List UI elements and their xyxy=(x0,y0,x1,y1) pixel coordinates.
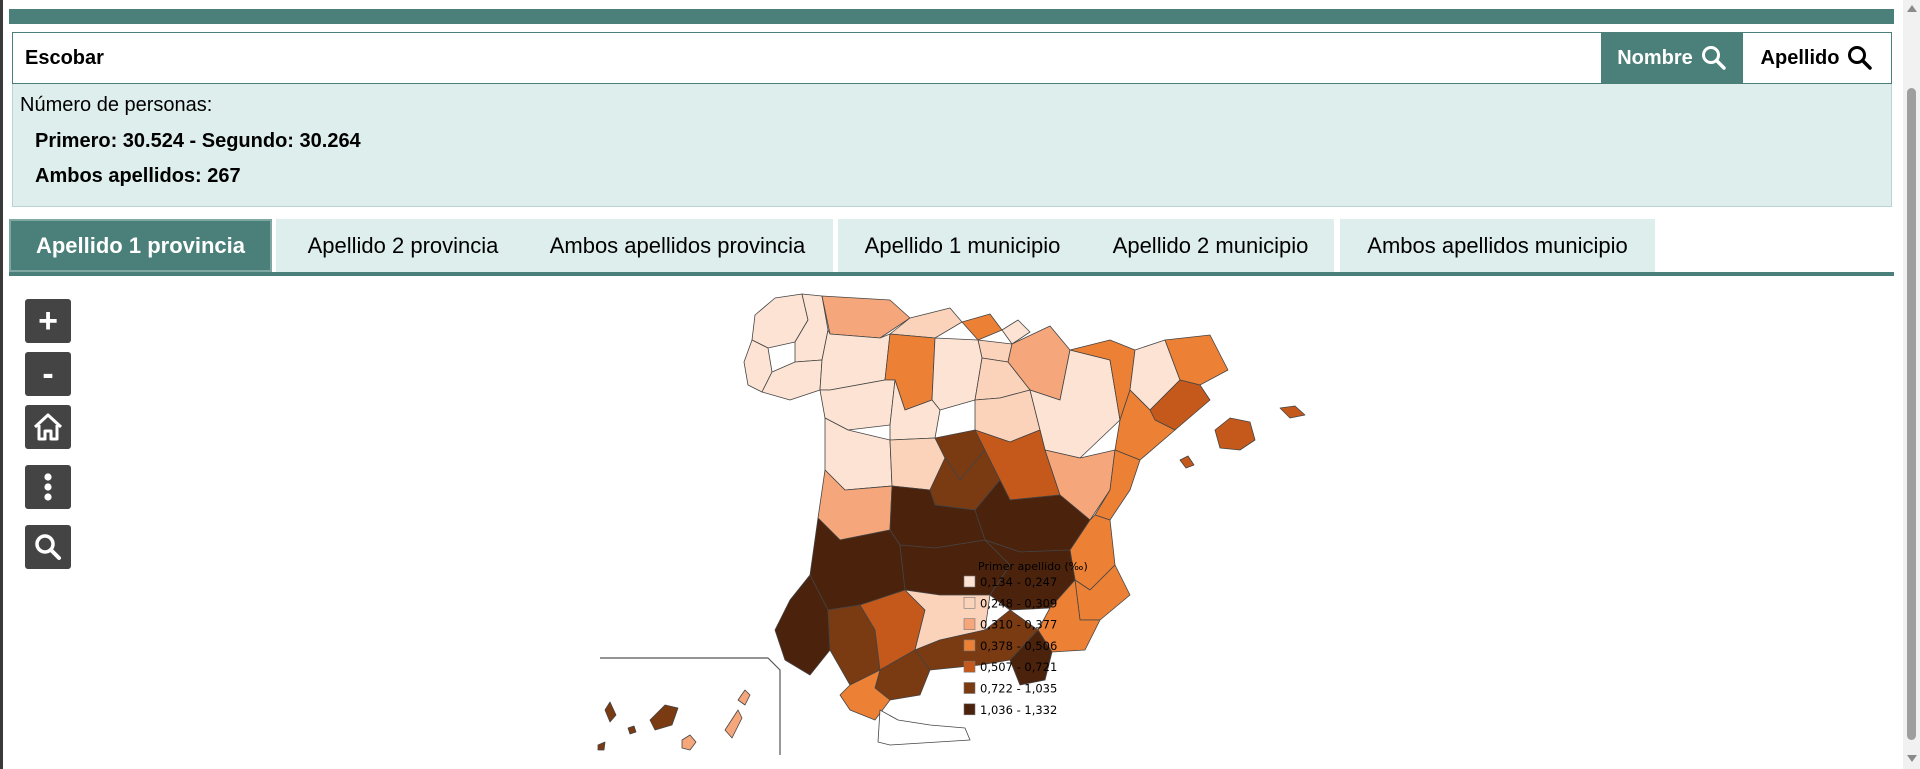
minus-icon: - xyxy=(42,355,54,393)
island-ibiza xyxy=(1179,455,1195,469)
island-mallorca xyxy=(1214,417,1256,451)
province-girona xyxy=(1164,334,1229,386)
island-la-gomera xyxy=(627,725,637,735)
plus-icon: + xyxy=(38,302,58,340)
tab-apellido2-provincia[interactable]: Apellido 2 provincia xyxy=(276,219,530,272)
scroll-up-icon[interactable] xyxy=(1907,5,1917,12)
search-icon xyxy=(1848,46,1873,70)
both-surnames-count: Ambos apellidos: 267 xyxy=(35,165,241,187)
canary-inset-frame xyxy=(600,657,781,755)
island-menorca xyxy=(1279,405,1306,419)
surname-search-input[interactable] xyxy=(13,33,1601,83)
zoom-in-button[interactable]: + xyxy=(25,299,71,343)
province-burgos xyxy=(931,337,983,411)
legend-title: Primer apellido (‰) xyxy=(978,560,1088,573)
island-lanzarote xyxy=(737,689,751,706)
province-tarragona xyxy=(1114,389,1176,461)
north-africa-outline xyxy=(877,709,971,746)
province-almeria xyxy=(1009,629,1053,686)
spain-province-map: Primer apellido (‰) 0,134 - 0,247 0,248 -… xyxy=(597,293,1306,755)
window-left-border xyxy=(0,0,3,769)
search-by-name-button[interactable]: Nombre xyxy=(1601,33,1743,83)
apellido-button-label: Apellido xyxy=(1760,46,1840,69)
map-tabs: Apellido 1 provincia Apellido 2 provinci… xyxy=(9,219,1894,275)
island-fuerteventura xyxy=(724,709,743,739)
tab-ambos-municipio[interactable]: Ambos apellidos municipio xyxy=(1340,219,1655,272)
legend-label: 1,036 - 1,332 xyxy=(980,703,1057,717)
tab-ambos-provincia[interactable]: Ambos apellidos provincia xyxy=(522,219,833,272)
province-asturias xyxy=(821,295,911,339)
nombre-button-label: Nombre xyxy=(1617,46,1693,69)
tab-apellido1-municipio[interactable]: Apellido 1 municipio xyxy=(838,219,1087,272)
results-panel: Número de personas: Primero: 30.524 - Se… xyxy=(12,84,1892,207)
legend-label: 0,507 - 0,721 xyxy=(980,660,1057,674)
header-bar xyxy=(9,9,1894,24)
zoom-out-button[interactable]: - xyxy=(25,352,71,396)
search-icon xyxy=(1701,46,1726,70)
more-options-button[interactable] xyxy=(25,465,71,509)
province-guipuzcoa xyxy=(1001,319,1031,345)
tab-apellido2-municipio[interactable]: Apellido 2 municipio xyxy=(1087,219,1334,272)
legend-swatch xyxy=(963,596,976,609)
island-el-hierro xyxy=(597,741,606,751)
legend: 0,134 - 0,247 0,248 - 0,309 0,310 - 0,377 0… xyxy=(963,575,1057,717)
legend-label: 0,248 - 0,309 xyxy=(980,596,1057,610)
map-search-button[interactable] xyxy=(25,525,71,569)
legend-label: 0,722 - 1,035 xyxy=(980,682,1057,696)
scroll-down-icon[interactable] xyxy=(1907,755,1917,762)
scroll-thumb[interactable] xyxy=(1907,88,1916,740)
legend-swatch xyxy=(963,618,976,630)
legend-swatch xyxy=(963,682,976,694)
legend-label: 0,134 - 0,247 xyxy=(980,575,1057,589)
province-cadiz xyxy=(839,669,891,721)
search-by-surname-button[interactable]: Apellido xyxy=(1743,33,1891,83)
vertical-scrollbar[interactable] xyxy=(1903,0,1920,769)
legend-swatch xyxy=(963,660,976,673)
province-vizcaya xyxy=(961,313,1003,341)
legend-label: 0,378 - 0,506 xyxy=(980,639,1057,653)
tab-apellido1-provincia[interactable]: Apellido 1 provincia xyxy=(9,219,272,272)
province-cantabria xyxy=(889,307,963,339)
island-gran-canaria xyxy=(681,734,697,751)
home-icon xyxy=(33,413,63,441)
province-valladolid xyxy=(889,379,941,441)
home-extent-button[interactable] xyxy=(25,405,71,449)
legend-label: 0,310 - 0,377 xyxy=(980,618,1057,632)
island-tenerife xyxy=(649,704,679,731)
tabs-underline xyxy=(9,272,1894,276)
search-icon xyxy=(35,534,61,560)
results-title: Número de personas: xyxy=(20,94,213,116)
search-bar: Nombre Apellido xyxy=(12,32,1892,84)
legend-swatch xyxy=(963,575,976,588)
legend-swatch xyxy=(963,639,976,652)
legend-swatch xyxy=(963,703,976,716)
choropleth-map[interactable]: Primer apellido (‰) 0,134 - 0,247 0,248 -… xyxy=(590,290,1320,760)
first-second-count: Primero: 30.524 - Segundo: 30.264 xyxy=(35,130,361,152)
more-vertical-icon xyxy=(44,473,52,501)
island-la-palma xyxy=(604,701,617,723)
